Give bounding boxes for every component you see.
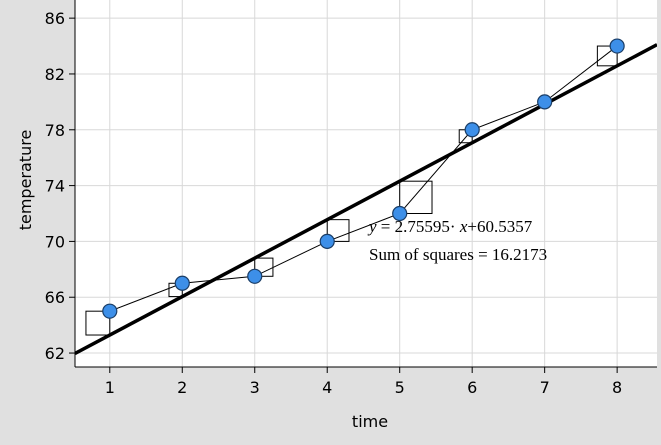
residual-square	[326, 219, 350, 242]
eq-slope: 2.75595	[395, 217, 450, 236]
y-tick-label: 70	[45, 232, 65, 251]
x-tick-label: 1	[105, 378, 115, 397]
residual-square	[596, 45, 618, 67]
sum-of-squares: Sum of squares = 16.2173	[369, 245, 547, 264]
eq-part: +	[467, 217, 477, 236]
x-tick-label: 6	[467, 378, 477, 397]
y-tick-label: 66	[45, 288, 65, 307]
x-tick-label: 5	[395, 378, 405, 397]
residual-square	[399, 180, 433, 215]
eq-intercept: 60.5357	[477, 217, 533, 236]
y-tick-label: 62	[45, 344, 65, 363]
point	[464, 122, 480, 138]
eq-var: x	[459, 217, 468, 236]
y-tick-label: 74	[45, 177, 65, 196]
eq-part: ·	[450, 217, 460, 236]
eq-var: y	[367, 217, 377, 236]
point	[392, 205, 408, 222]
x-tick-label: 3	[250, 378, 260, 397]
x-tick-label: 2	[177, 378, 187, 397]
connect-line	[109, 45, 618, 312]
point	[102, 303, 118, 319]
y-tick-label: 86	[45, 9, 65, 28]
plot-area	[75, 0, 657, 367]
residual-square	[85, 310, 111, 336]
y-axis-title: temperature	[16, 130, 35, 231]
point	[537, 94, 553, 110]
y-tick-label: 78	[45, 121, 65, 140]
marks	[75, 38, 657, 356]
point	[609, 38, 625, 54]
point	[247, 268, 263, 284]
regression-line	[75, 43, 657, 356]
regression-equation: y = 2.75595· x+60.5357	[367, 217, 533, 236]
point	[174, 275, 190, 291]
x-axis-title: time	[352, 412, 388, 431]
eq-part: =	[377, 217, 395, 236]
x-tick-label: 8	[612, 378, 622, 397]
x-tick-label: 4	[322, 378, 332, 397]
point	[319, 233, 335, 250]
ss-label: Sum of squares =	[369, 245, 492, 264]
x-tick-label: 7	[540, 378, 550, 397]
ss-value: 16.2173	[492, 245, 547, 264]
y-tick-label: 82	[45, 65, 65, 84]
